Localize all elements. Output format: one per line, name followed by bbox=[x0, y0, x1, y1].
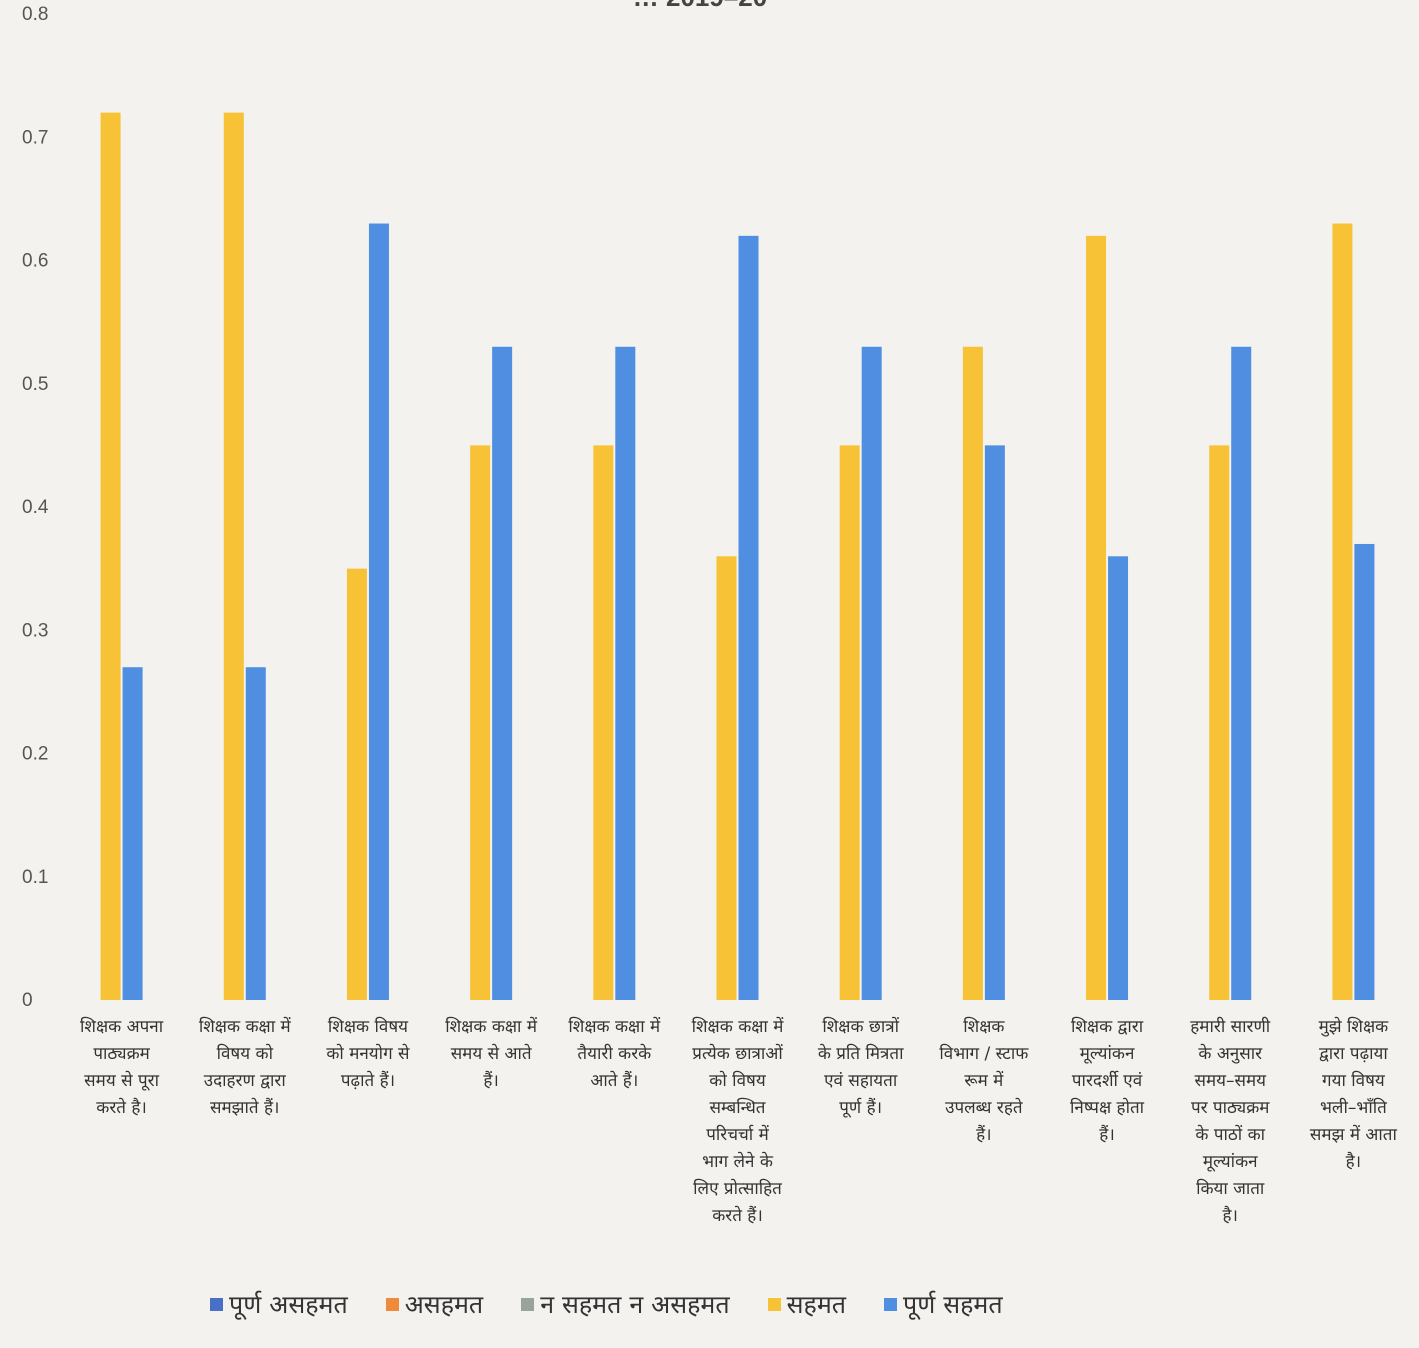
x-category-label: शिक्षक कक्षा में तैयारी करके आते हैं। bbox=[568, 1016, 661, 1091]
legend-swatch bbox=[521, 1297, 535, 1311]
chart-title: … 2019–20 bbox=[633, 0, 767, 12]
bar bbox=[738, 235, 759, 1001]
y-tick-label: 0.2 bbox=[22, 744, 48, 765]
x-category-label: शिक्षक अपना पाठ्यक्रम समय से पूरा करते है। bbox=[80, 1016, 164, 1118]
legend-swatch bbox=[767, 1297, 781, 1311]
bar bbox=[593, 445, 614, 1000]
x-category-label: शिक्षक कक्षा में विषय को उदाहरण द्वारा समझा… bbox=[199, 1016, 292, 1118]
legend-swatch bbox=[884, 1297, 898, 1311]
y-tick-label: 0 bbox=[22, 990, 33, 1011]
x-category-label: शिक्षक द्वारा मूल्यांकन पारदर्शी एवं निष्पक… bbox=[1070, 1016, 1145, 1145]
x-category-label: शिक्षक छात्रों के प्रति मित्रता एवं सहायता… bbox=[818, 1016, 904, 1118]
legend-label: न सहमत न असहमत bbox=[540, 1290, 730, 1319]
legend-swatch bbox=[210, 1297, 223, 1311]
bar bbox=[861, 346, 882, 1000]
bar bbox=[1086, 235, 1107, 1001]
x-category-label: शिक्षक कक्षा में समय से आते हैं। bbox=[445, 1016, 538, 1091]
legend-label: पूर्ण असहमत bbox=[229, 1290, 348, 1319]
bar bbox=[615, 346, 636, 1000]
x-axis-categories: शिक्षक अपना पाठ्यक्रम समय से पूरा करते है। श… bbox=[80, 1016, 1397, 1226]
legend-swatch bbox=[385, 1297, 399, 1311]
y-tick-label: 0.3 bbox=[22, 620, 48, 641]
legend-item: न सहमत न असहमत bbox=[521, 1287, 730, 1321]
legend-item: असहमत bbox=[385, 1287, 484, 1321]
bar bbox=[368, 223, 389, 1000]
bar bbox=[984, 445, 1005, 1000]
y-tick-label: 0.1 bbox=[22, 867, 48, 888]
x-category-label: हमारी सारणी के अनुसार समय–समय पर पाठ्यक्रम क… bbox=[1190, 1016, 1270, 1226]
bar bbox=[962, 346, 983, 1000]
y-tick-label: 0.7 bbox=[22, 127, 48, 148]
legend-label: पूर्ण सहमत bbox=[903, 1290, 1003, 1319]
bar bbox=[1354, 543, 1375, 1000]
x-category-label: शिक्षक विषय को मनयोग से पढ़ाते हैं। bbox=[326, 1016, 410, 1091]
bar bbox=[1332, 223, 1353, 1000]
bars bbox=[100, 112, 1375, 1001]
legend-item: सहमत bbox=[767, 1287, 847, 1321]
bar bbox=[1231, 346, 1252, 1000]
y-tick-label: 0.6 bbox=[22, 251, 48, 272]
x-category-label: शिक्षक कक्षा में प्रत्येक छात्राओं को विषय… bbox=[692, 1016, 785, 1226]
legend-label: सहमत bbox=[786, 1290, 847, 1319]
legend-item: पूर्ण असहमत bbox=[210, 1287, 348, 1321]
bar bbox=[245, 667, 266, 1000]
bar bbox=[223, 112, 244, 1001]
x-category-label: शिक्षक विभाग / स्टाफ रूम में उपलब्ध रहते हैं… bbox=[939, 1016, 1029, 1145]
bar bbox=[470, 445, 491, 1000]
x-category-label: मुझे शिक्षक द्वारा पढ़ाया गया विषय भली–भाँत… bbox=[1310, 1016, 1398, 1172]
y-axis-ticks: 0 0.1 0.2 0.3 0.4 0.5 0.6 0.7 0.8 bbox=[22, 4, 49, 1011]
bar bbox=[100, 112, 121, 1001]
y-tick-label: 0.8 bbox=[22, 4, 48, 25]
legend-item: पूर्ण सहमत bbox=[884, 1287, 1003, 1321]
y-tick-label: 0.5 bbox=[22, 374, 48, 395]
chart-legend: पूर्ण असहमत असहमत न सहमत न असहमत सहमत पूर्ण … bbox=[210, 1274, 1360, 1334]
bar bbox=[122, 667, 143, 1000]
legend-label: असहमत bbox=[404, 1290, 484, 1319]
bar bbox=[346, 568, 367, 1000]
bar bbox=[492, 346, 513, 1000]
bar bbox=[1209, 445, 1230, 1000]
bar bbox=[716, 556, 737, 1000]
bar bbox=[839, 445, 860, 1000]
bar bbox=[1108, 556, 1129, 1000]
y-tick-label: 0.4 bbox=[22, 497, 49, 518]
